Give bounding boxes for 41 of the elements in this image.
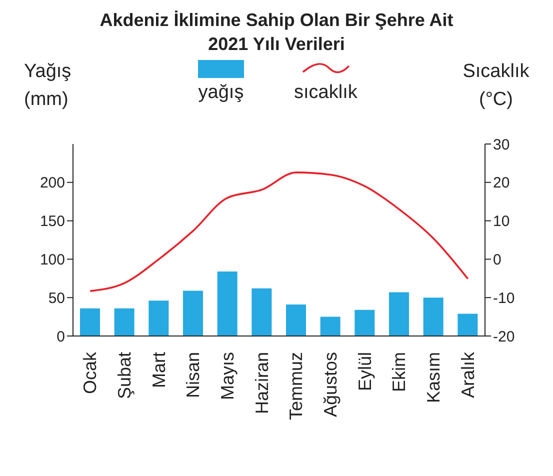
bar bbox=[320, 316, 340, 336]
y2-tick-label: 0 bbox=[493, 252, 502, 269]
bar bbox=[286, 304, 306, 336]
bar bbox=[80, 308, 100, 336]
y-tick-label: 100 bbox=[40, 252, 65, 269]
bar bbox=[217, 271, 238, 336]
y-tick-label: 0 bbox=[56, 328, 65, 346]
legend-label: yağış bbox=[198, 82, 244, 104]
chart-title: Akdeniz İklimine Sahip Olan Bir Şehre Ait 2021 Yılı Verileri bbox=[98, 9, 454, 56]
x-tick-label: Nisan bbox=[183, 352, 204, 398]
y-tick-label: 150 bbox=[40, 213, 65, 230]
y2-tick-label: 20 bbox=[493, 174, 510, 192]
bar bbox=[458, 314, 478, 336]
y2-tick-label: -10 bbox=[493, 290, 515, 307]
x-tick-label: Ağustos bbox=[320, 352, 340, 418]
y2-axis-title: Sıcaklık (°C) bbox=[462, 60, 530, 112]
x-tick-label: Şubat bbox=[114, 352, 134, 400]
x-tick-label: Aralık bbox=[458, 351, 478, 398]
legend-label: sıcaklık bbox=[294, 82, 358, 104]
x-tick-label: Kasım bbox=[424, 352, 444, 404]
bar bbox=[423, 298, 444, 336]
y2-tick-label: 30 bbox=[493, 136, 510, 154]
bar bbox=[252, 288, 272, 336]
y-tick-label: 50 bbox=[48, 290, 65, 307]
x-tick-label: Haziran bbox=[252, 352, 272, 414]
x-tick-label: Temmuz bbox=[286, 352, 306, 420]
y-tick-label: 200 bbox=[40, 174, 65, 192]
line-series bbox=[89, 172, 469, 292]
x-tick-label: Ekim bbox=[389, 352, 410, 392]
x-tick-label: Ocak bbox=[80, 351, 100, 394]
y-axis-title: Yağış (mm) bbox=[24, 60, 72, 112]
bar bbox=[114, 308, 134, 336]
x-tick-label: Mart bbox=[148, 352, 169, 388]
x-tick-label: Mayıs bbox=[218, 352, 238, 400]
bar bbox=[389, 292, 409, 336]
y2-tick-label: -20 bbox=[493, 328, 515, 346]
x-tick-label: Eylül bbox=[354, 352, 375, 392]
bar bbox=[183, 290, 203, 336]
bar bbox=[148, 300, 169, 336]
y2-tick-label: 10 bbox=[493, 213, 510, 230]
bar bbox=[354, 310, 375, 336]
